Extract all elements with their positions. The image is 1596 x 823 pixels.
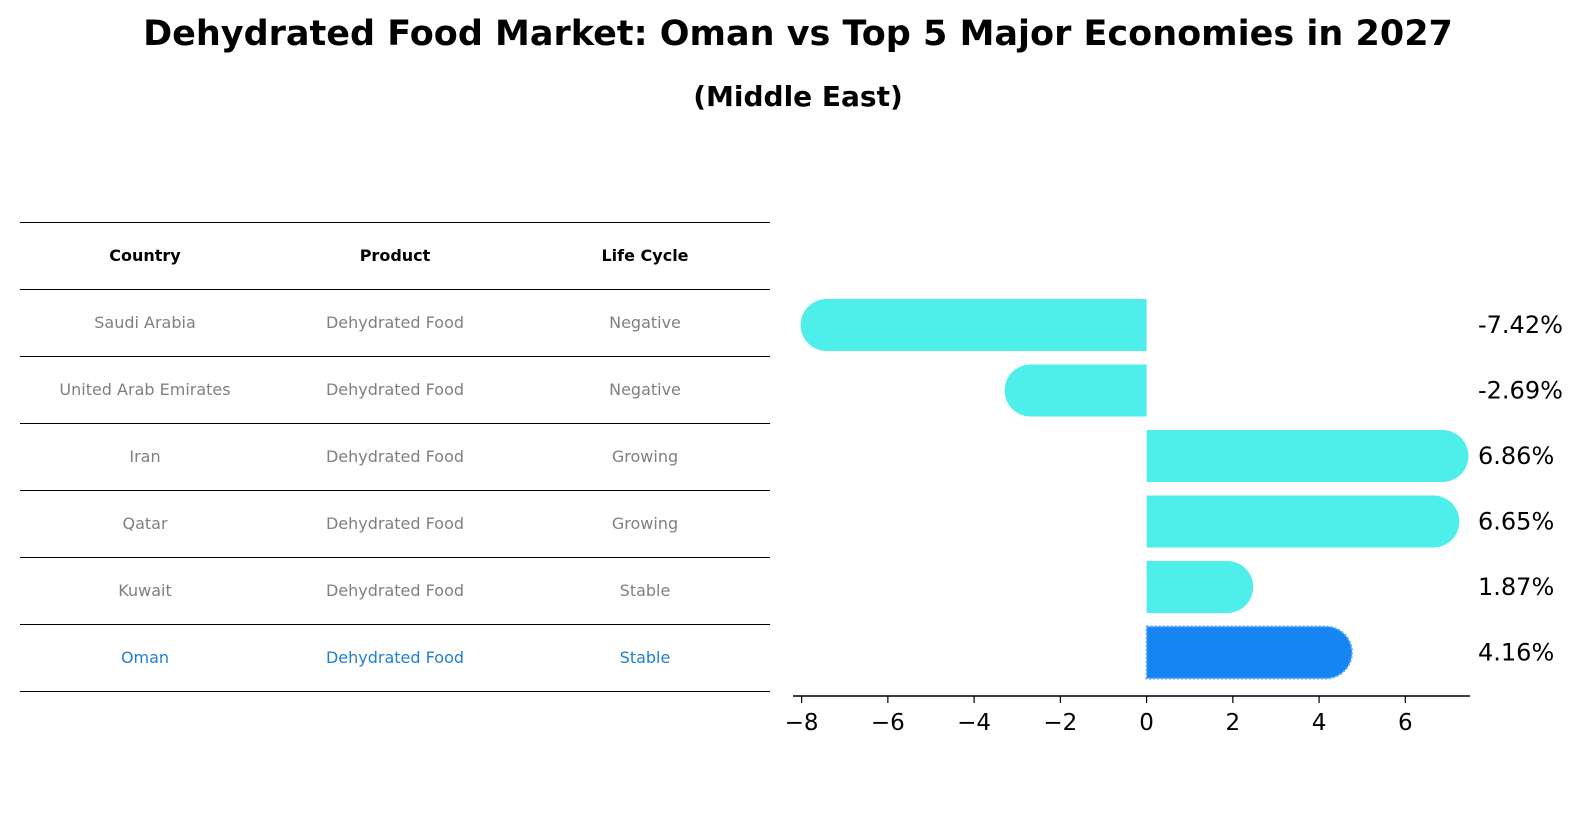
product-cell: Dehydrated Food	[325, 447, 465, 466]
value-label: 6.65%	[1478, 508, 1554, 536]
life-cycle-cell: Stable	[619, 581, 671, 600]
bar-highlighted	[1145, 625, 1353, 680]
x-tick-label: −8	[785, 710, 819, 736]
product-cell: Dehydrated Food	[325, 313, 465, 332]
country-cell: Saudi Arabia	[94, 313, 196, 332]
life-cycle-cell: Growing	[611, 447, 679, 466]
table-row: Iran Dehydrated Food Growing	[20, 423, 770, 490]
bar	[1146, 495, 1460, 548]
x-tick-label: −6	[871, 710, 905, 736]
country-cell: United Arab Emirates	[59, 380, 231, 399]
value-label: 6.86%	[1478, 442, 1554, 470]
country-table: Country Product Life Cycle Saudi Arabia …	[20, 222, 770, 692]
column-header-life-cycle: Life Cycle	[601, 246, 689, 265]
x-tick-label: −4	[957, 710, 991, 736]
table-row-highlighted: Oman Dehydrated Food Stable	[20, 624, 770, 692]
table-row: Qatar Dehydrated Food Growing	[20, 490, 770, 557]
column-header-country: Country	[109, 246, 181, 265]
country-cell: Kuwait	[118, 581, 172, 600]
life-cycle-cell: Negative	[609, 380, 681, 399]
x-tick-label: 2	[1226, 710, 1241, 736]
table-row: Kuwait Dehydrated Food Stable	[20, 557, 770, 624]
life-cycle-cell: Negative	[609, 313, 681, 332]
x-tick-label: 0	[1139, 710, 1154, 736]
table-row: United Arab Emirates Dehydrated Food Neg…	[20, 356, 770, 423]
bar	[1004, 364, 1147, 417]
country-cell: Iran	[129, 447, 161, 466]
table-header-row: Country Product Life Cycle	[20, 222, 770, 289]
x-tick-label: −2	[1043, 710, 1077, 736]
chart-subtitle: (Middle East)	[693, 80, 903, 113]
life-cycle-cell: Stable	[619, 648, 671, 667]
value-label: 4.16%	[1478, 639, 1554, 667]
product-cell: Dehydrated Food	[325, 581, 465, 600]
x-tick-label: 4	[1312, 710, 1327, 736]
country-cell: Qatar	[122, 514, 168, 533]
table-row: Saudi Arabia Dehydrated Food Negative	[20, 289, 770, 356]
chart-title: Dehydrated Food Market: Oman vs Top 5 Ma…	[143, 14, 1453, 54]
product-cell: Dehydrated Food	[325, 648, 465, 667]
bar	[1146, 561, 1254, 613]
product-cell: Dehydrated Food	[325, 514, 465, 533]
value-label: 1.87%	[1478, 573, 1554, 601]
value-label: -2.69%	[1478, 377, 1563, 405]
product-cell: Dehydrated Food	[325, 380, 465, 399]
value-label: -7.42%	[1478, 311, 1563, 339]
bar	[1146, 430, 1469, 482]
life-cycle-cell: Growing	[611, 514, 679, 533]
country-cell: Oman	[120, 648, 170, 667]
column-header-product: Product	[359, 246, 431, 265]
x-tick-label: 6	[1398, 710, 1413, 736]
bar	[800, 299, 1147, 351]
